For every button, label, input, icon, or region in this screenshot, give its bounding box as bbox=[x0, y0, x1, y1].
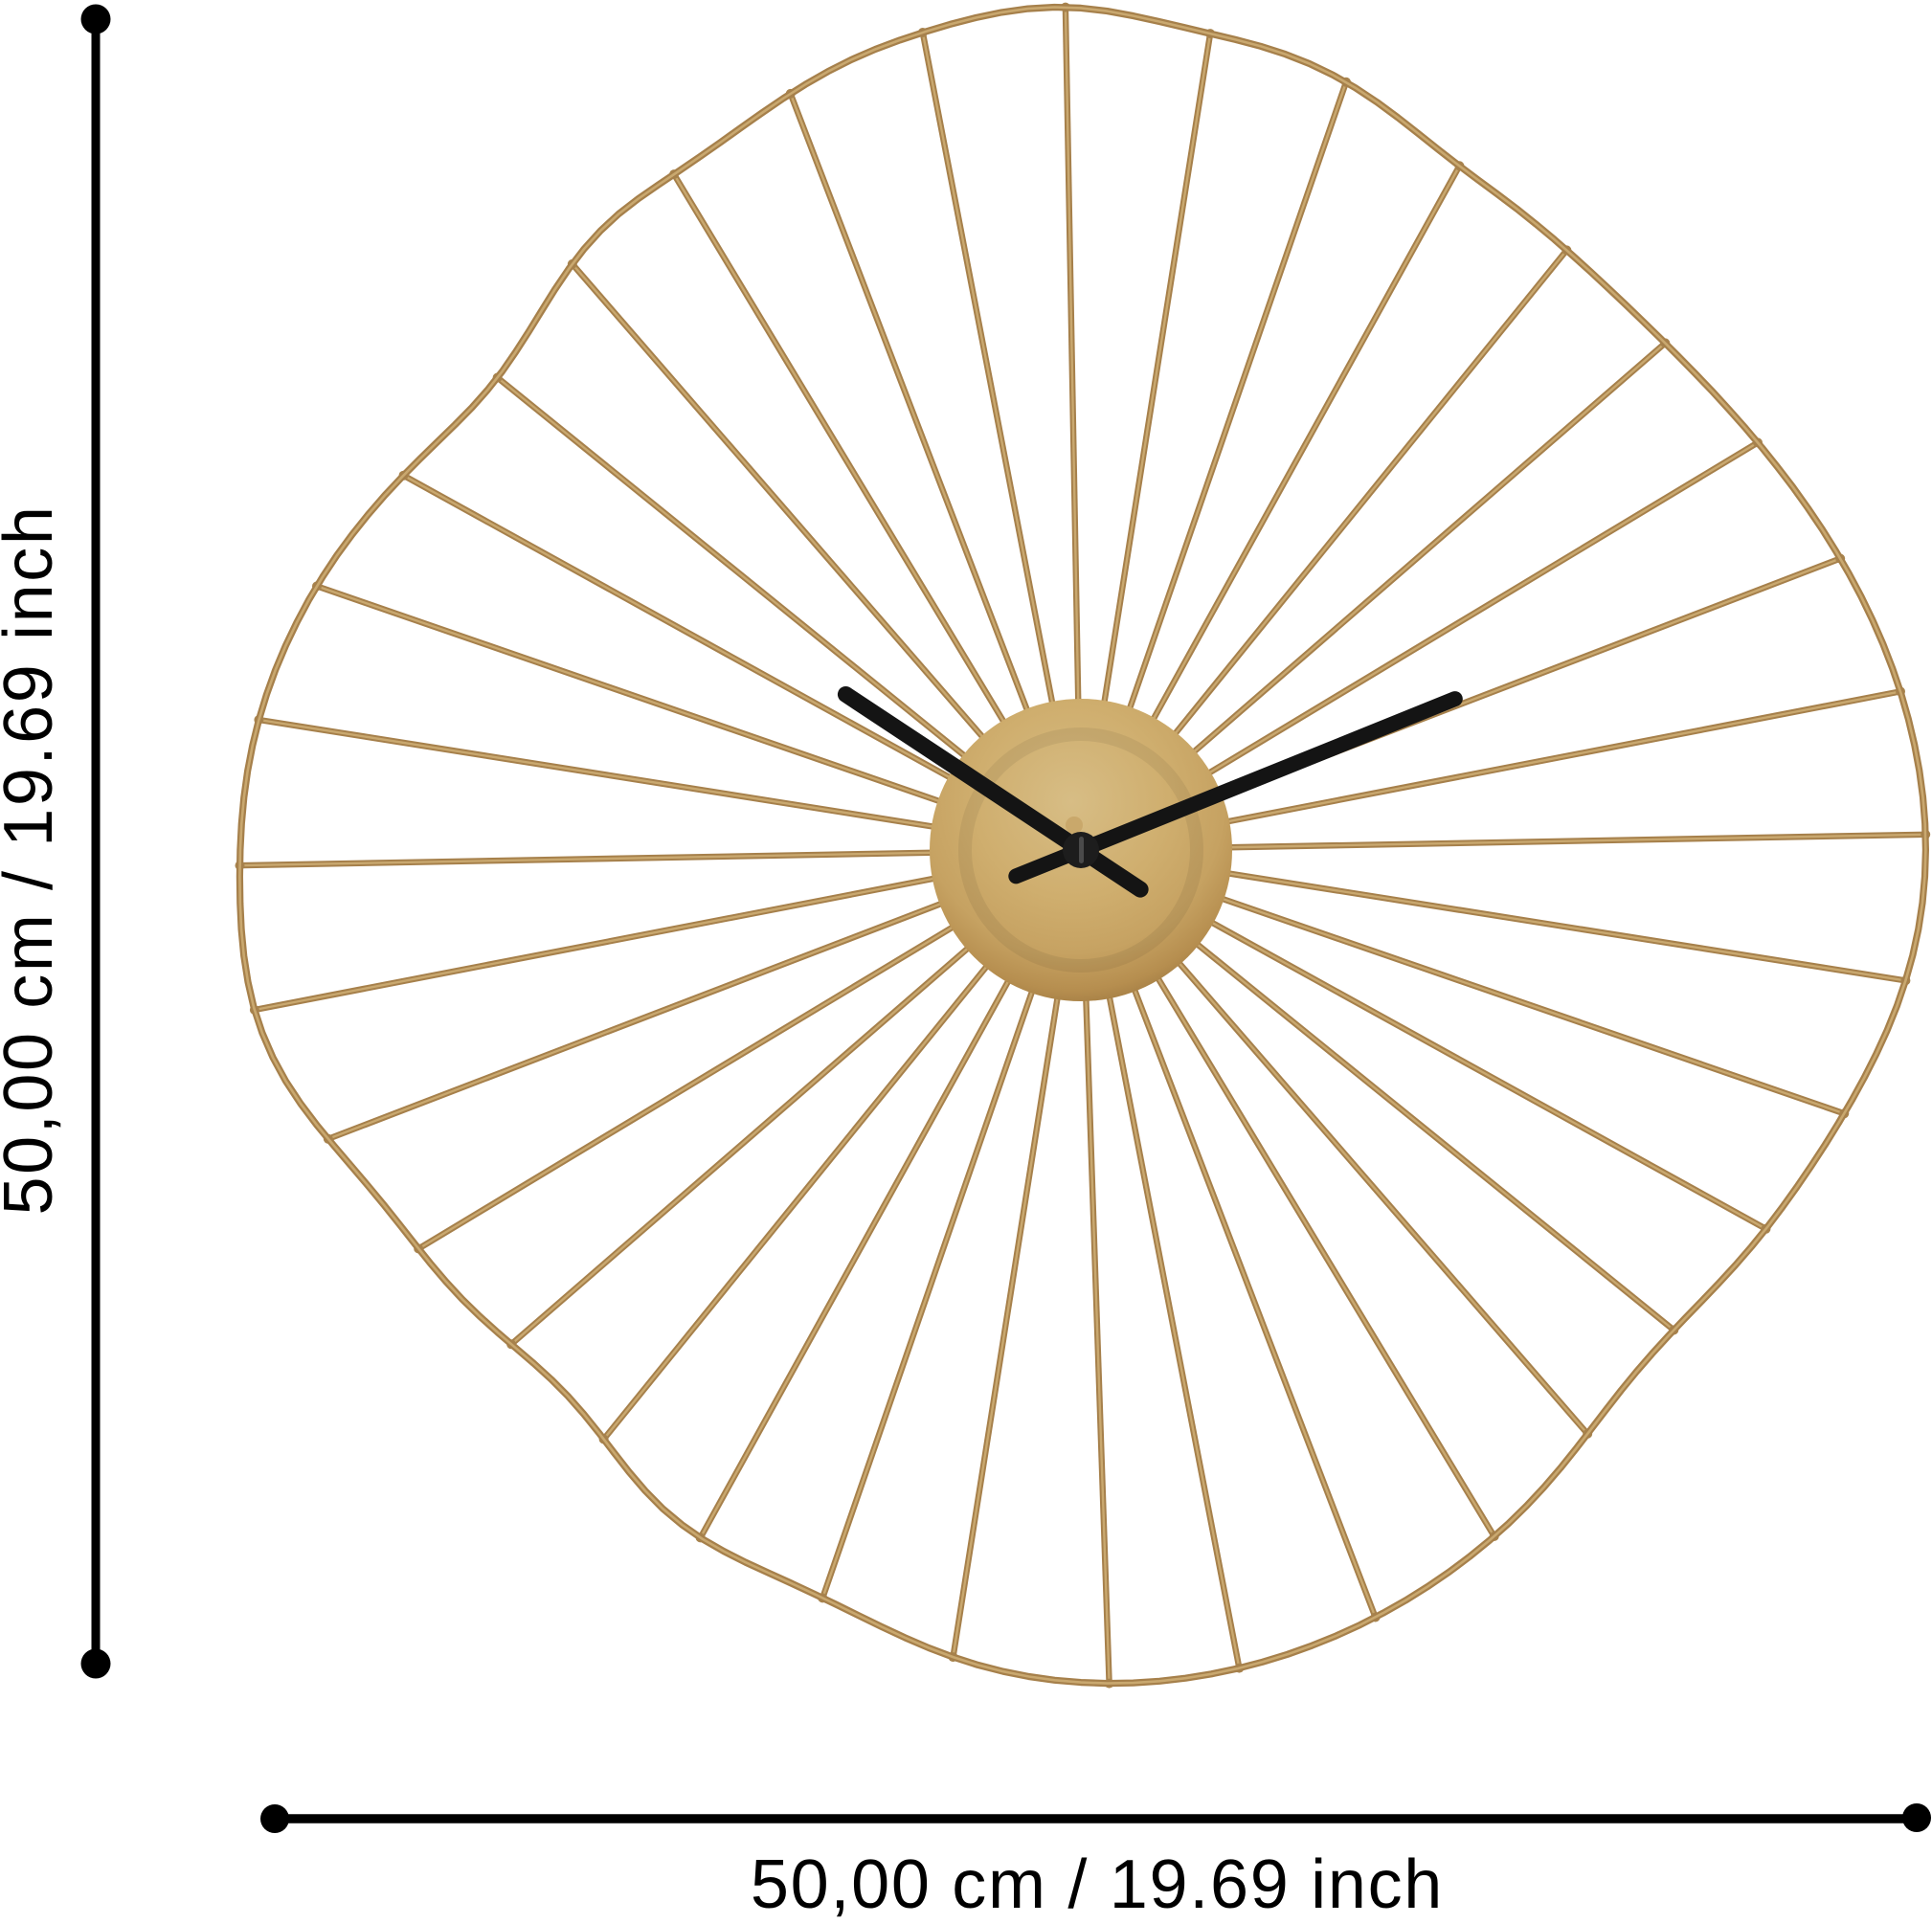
svg-text:50,00 cm / 19.69 inch: 50,00 cm / 19.69 inch bbox=[0, 503, 67, 1215]
svg-text:50,00 cm / 19.69 inch: 50,00 cm / 19.69 inch bbox=[751, 1846, 1444, 1919]
